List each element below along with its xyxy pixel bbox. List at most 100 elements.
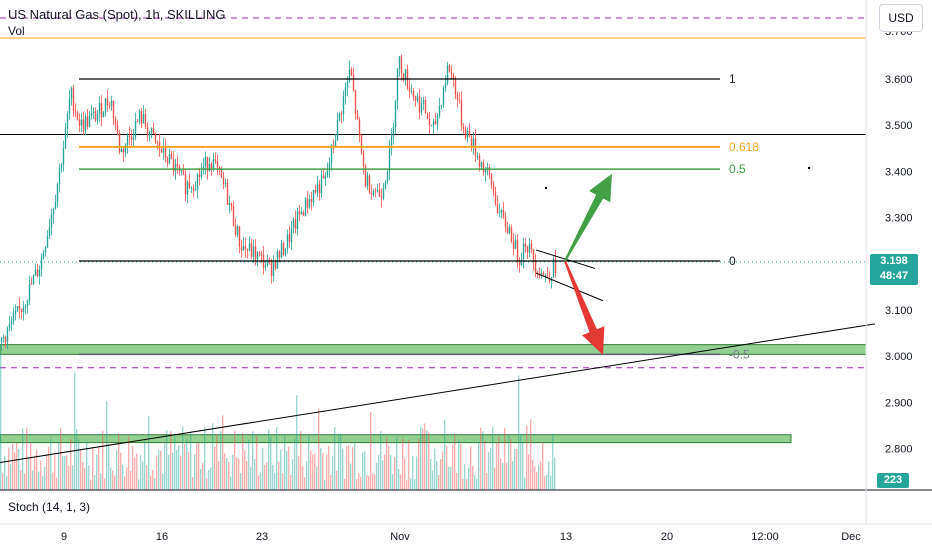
price-candle [280, 242, 283, 258]
price-candle [450, 71, 453, 76]
volume-bar [350, 463, 352, 490]
volume-bar [220, 430, 222, 490]
price-candle [316, 184, 319, 193]
volume-bar [488, 452, 490, 490]
volume-bar [318, 408, 320, 490]
volume-bar [542, 442, 544, 490]
stoch-indicator-label[interactable]: Stoch (14, 1, 3) [8, 500, 91, 514]
price-candle [488, 167, 491, 174]
volume-bar [178, 445, 180, 490]
volume-bar [510, 438, 512, 490]
volume-bar [138, 479, 140, 490]
price-candle [422, 100, 425, 104]
symbol-title[interactable]: US Natural Gas (Spot), 1h, SKILLING [8, 7, 226, 22]
volume-bar [392, 474, 394, 490]
volume-bar [236, 457, 238, 490]
volume-bar [540, 461, 542, 490]
volume-bar [250, 467, 252, 490]
price-candle [354, 90, 357, 114]
price-candle [12, 313, 15, 322]
volume-bar [188, 452, 190, 490]
price-candle [308, 199, 311, 208]
price-candle [392, 127, 395, 137]
price-candle [216, 161, 219, 167]
volume-bar [176, 450, 178, 490]
volume-bar [442, 451, 444, 490]
volume-bar [436, 461, 438, 490]
volume-bar [40, 460, 42, 490]
volume-bar [462, 479, 464, 490]
price-candle [360, 134, 363, 153]
bearish-arrow [564, 260, 605, 355]
volume-bar [458, 438, 460, 490]
price-candle [198, 174, 201, 177]
price-candle [286, 234, 289, 249]
volume-bar [354, 442, 356, 490]
volume-bar [174, 436, 176, 490]
volume-bar [98, 447, 100, 490]
volume-bar [434, 448, 436, 490]
price-candle [212, 159, 215, 169]
price-candle [76, 111, 79, 120]
price-candle [300, 211, 303, 215]
volume-bar [254, 458, 256, 490]
volume-bar [142, 461, 144, 490]
price-candle [118, 133, 121, 153]
volume-bar [256, 435, 258, 490]
volume-bar [414, 479, 416, 490]
price-candle [26, 300, 29, 306]
volume-bar [96, 454, 98, 490]
price-candle [144, 114, 147, 127]
price-candle [64, 128, 67, 149]
price-candle [478, 155, 481, 167]
price-candle [232, 206, 235, 226]
volume-bar [56, 477, 58, 490]
volume-bar [110, 467, 112, 490]
volume-label[interactable]: Vol [8, 24, 25, 38]
volume-bar [6, 475, 8, 490]
volume-bar [218, 461, 220, 490]
price-candle [274, 262, 277, 269]
volume-bar [326, 454, 328, 490]
volume-bar [134, 457, 136, 490]
volume-bar [30, 443, 32, 490]
price-candle [544, 275, 547, 277]
volume-bar [344, 478, 346, 490]
price-candle [256, 252, 259, 260]
price-tick-label: 2.800 [885, 444, 913, 456]
volume-bar [242, 433, 244, 490]
price-candle [74, 111, 77, 113]
price-candle [6, 328, 9, 343]
volume-bar [0, 353, 2, 490]
volume-bar [518, 375, 520, 490]
price-candle [448, 65, 451, 72]
volume-bar [86, 442, 88, 490]
volume-bar [332, 456, 334, 490]
volume-bar [384, 454, 386, 490]
fib-level-label: 1 [729, 72, 736, 86]
volume-bar [520, 434, 522, 490]
volume-bar [82, 462, 84, 490]
volume-bar [408, 440, 410, 490]
volume-bar [486, 472, 488, 490]
price-candle [266, 259, 269, 266]
volume-bar [190, 431, 192, 490]
currency-button[interactable]: USD [879, 4, 923, 32]
price-candle [326, 170, 329, 176]
price-candle [34, 269, 37, 276]
volume-bar [128, 436, 130, 490]
price-candle [140, 110, 143, 124]
volume-bar [538, 464, 540, 490]
volume-bar [166, 430, 168, 490]
price-candle [418, 96, 421, 113]
volume-bar [334, 427, 336, 490]
price-candle [490, 173, 493, 185]
price-candle [304, 198, 307, 216]
volume-bar [342, 448, 344, 490]
price-candle [102, 112, 105, 118]
price-candle [388, 149, 391, 172]
price-candle [114, 118, 117, 126]
price-candle [364, 166, 367, 187]
